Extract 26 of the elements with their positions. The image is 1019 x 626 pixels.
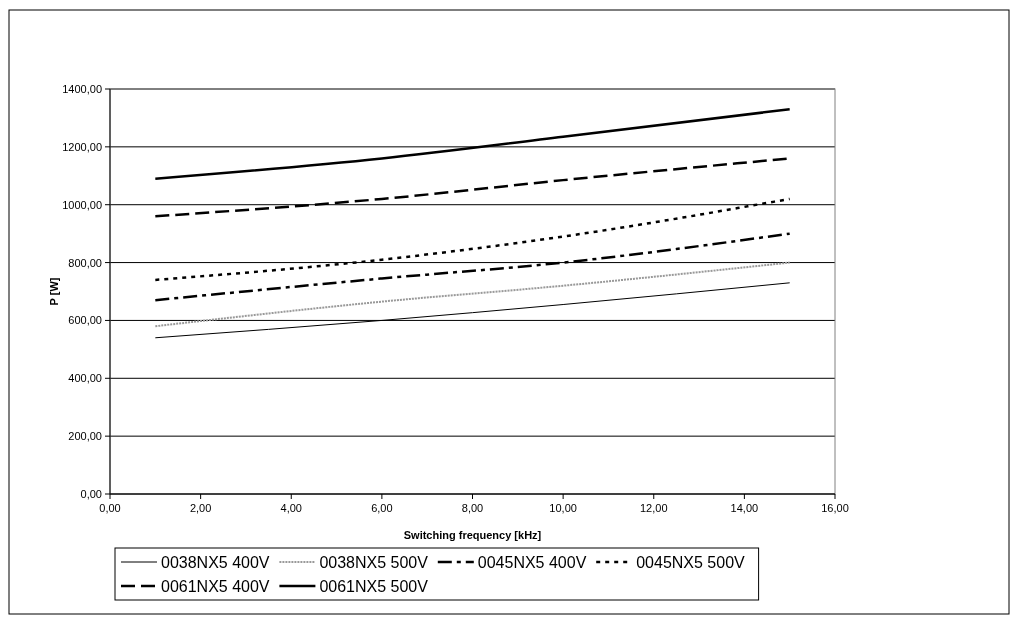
x-tick-label: 10,00 [549, 502, 577, 514]
x-tick-label: 4,00 [280, 502, 302, 514]
x-tick-label: 16,00 [821, 502, 849, 514]
x-tick-label: 14,00 [730, 502, 759, 514]
legend-label: 0061NX5 500V [319, 578, 429, 595]
legend-label: 0061NX5 400V [161, 578, 270, 595]
x-axis-title: Switching frequency [kHz] [403, 529, 542, 541]
x-tick-label: 6,00 [371, 502, 393, 514]
y-tick-label: 200,00 [68, 430, 102, 443]
x-tick-label: 2,00 [189, 502, 212, 514]
y-tick-label: 0,00 [80, 488, 102, 500]
y-tick-label: 600,00 [68, 314, 102, 327]
x-tick-label: 12,00 [639, 502, 668, 514]
legend-label: 0038NX5 500V [319, 554, 429, 571]
y-tick-label: 400,00 [68, 372, 102, 385]
legend-label: 0045NX5 400V [477, 554, 587, 571]
y-axis-title: P [W] [48, 277, 60, 306]
y-tick-label: 800,00 [68, 256, 102, 269]
x-tick-label: 8,00 [461, 502, 484, 514]
line-series [154, 261, 791, 328]
legend-label: 0038NX5 400V [161, 554, 270, 571]
y-tick-label: 1400,00 [62, 83, 102, 95]
x-tick-label: 0,00 [99, 502, 121, 514]
legend-label: 0045NX5 500V [636, 554, 746, 571]
y-tick-label: 1200,00 [62, 140, 102, 153]
y-tick-label: 1000,00 [62, 198, 102, 211]
